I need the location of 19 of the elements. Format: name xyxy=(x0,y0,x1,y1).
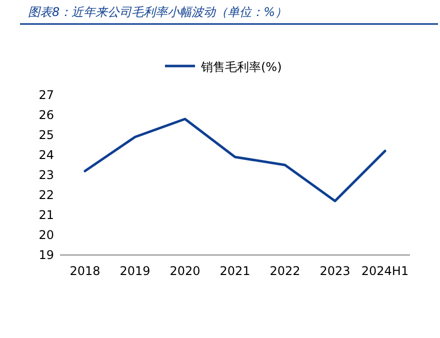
y-tick-label: 25 xyxy=(38,128,54,142)
y-tick-label: 20 xyxy=(38,228,54,242)
y-tick-label: 27 xyxy=(38,88,54,102)
x-tick-label: 2023 xyxy=(320,264,350,278)
y-tick-label: 19 xyxy=(38,248,54,262)
y-tick-label: 22 xyxy=(38,188,54,202)
x-tick-label: 2019 xyxy=(120,264,150,278)
y-tick-label: 26 xyxy=(38,108,54,122)
x-tick-label: 2024H1 xyxy=(361,264,409,278)
legend-label: 销售毛利率(%) xyxy=(200,60,282,74)
x-tick-label: 2018 xyxy=(70,264,100,278)
y-tick-label: 23 xyxy=(38,168,54,182)
y-tick-label: 24 xyxy=(38,148,54,162)
x-tick-label: 2020 xyxy=(170,264,200,278)
x-tick-label: 2022 xyxy=(270,264,300,278)
line-series xyxy=(84,118,386,202)
y-tick-label: 21 xyxy=(38,208,54,222)
chart-title: 图表8：近年来公司毛利率小幅波动（单位：%） xyxy=(28,5,288,19)
x-tick-label: 2021 xyxy=(220,264,250,278)
